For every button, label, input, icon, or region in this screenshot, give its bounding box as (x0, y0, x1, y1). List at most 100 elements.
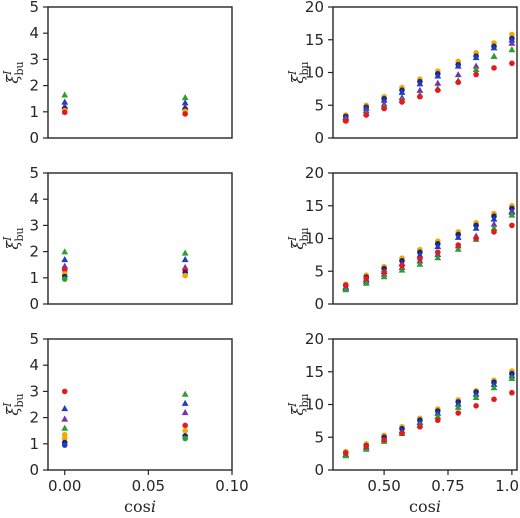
panel-top-left: 0 1 2 3 4 5 ξIbu (1, 0, 233, 147)
x-tick-label: 0.75 (431, 477, 464, 495)
axes-frame (332, 338, 518, 471)
data-point (362, 279, 370, 286)
data-point (491, 65, 497, 71)
data-point (182, 435, 188, 442)
data-point (61, 442, 68, 448)
x-tick-label: 0.10 (215, 477, 248, 495)
x-axis-label: cosi (409, 497, 441, 516)
data-point (491, 229, 497, 235)
data-point (342, 282, 349, 288)
data-point (490, 44, 498, 51)
data-point (454, 233, 462, 240)
y-tick-label: 4 (29, 356, 39, 374)
data-point (342, 450, 349, 456)
y-axis-label: ξIbu (1, 61, 26, 83)
data-point (472, 224, 480, 231)
y-tick-label: 5 (29, 164, 39, 182)
data-point (454, 62, 462, 69)
data-point (472, 54, 480, 61)
data-point (434, 249, 441, 256)
y-axis-label-sub: bu (13, 61, 26, 75)
y-tick-label: 15 (305, 197, 324, 215)
data-point (416, 251, 424, 258)
data-point (182, 422, 188, 429)
y-tick-label: 15 (305, 363, 324, 381)
data-point (61, 276, 68, 282)
data-point (472, 393, 480, 401)
data-point (490, 380, 498, 387)
data-point (490, 220, 498, 227)
y-axis-label-sup: I (1, 70, 14, 76)
data-point (417, 256, 423, 262)
y-tick-label: 10 (305, 230, 324, 248)
y-tick-label: 0 (314, 295, 324, 313)
data-point (473, 235, 479, 242)
y-axis-label-main: ξ (288, 406, 307, 416)
data-point (508, 374, 516, 382)
x-tick-label: 0.00 (48, 477, 81, 495)
x-axis-label-var: i (436, 497, 441, 516)
x-axis-label-main: cos (124, 497, 151, 516)
data-point (508, 39, 516, 46)
data-point (182, 111, 188, 117)
data-point (490, 215, 498, 222)
data-point (434, 87, 441, 93)
data-point (61, 424, 69, 431)
data-point (61, 248, 69, 255)
y-tick-label: 10 (305, 396, 324, 414)
y-tick-label: 1 (29, 103, 39, 121)
y-tick-label: 10 (305, 64, 324, 82)
y-axis-label: ξIbu (286, 393, 311, 415)
y-tick-label: 20 (305, 0, 324, 16)
data-point (509, 31, 515, 38)
data-point (509, 60, 515, 67)
y-axis-label-sup: I (286, 236, 299, 242)
y-tick-label: 1 (29, 435, 39, 453)
data-point (61, 256, 69, 263)
y-tick-label: 5 (29, 0, 39, 16)
y-tick-label: 5 (314, 96, 324, 114)
data-point (399, 262, 405, 269)
panel-top-right: 0 5 10 15 20 ξIbu (286, 0, 518, 147)
y-tick-label: 2 (29, 77, 39, 95)
data-point (434, 409, 442, 416)
y-tick-label: 0 (314, 461, 324, 479)
data-point (472, 62, 480, 69)
data-point (473, 403, 479, 409)
y-axis-label-main: ξ (3, 406, 22, 416)
panel-middle-right: 0 5 10 15 20 ξIbu (286, 164, 518, 313)
data-point (182, 427, 188, 434)
y-tick-label: 1 (29, 269, 39, 287)
y-axis-label-sup: I (1, 402, 14, 408)
data-point (181, 99, 189, 106)
y-tick-label: 4 (29, 190, 39, 208)
data-point (61, 262, 69, 269)
data-point (490, 384, 498, 391)
data-point (509, 389, 515, 396)
data-point (455, 79, 462, 86)
x-axis-label-var: i (151, 497, 156, 516)
data-point (434, 72, 442, 79)
data-point (491, 396, 497, 403)
y-tick-label: 2 (29, 243, 39, 261)
y-axis-label-main: ξ (3, 74, 22, 84)
y-tick-label: 15 (305, 31, 324, 49)
data-point (380, 273, 388, 280)
data-point (363, 112, 370, 118)
y-axis-label: ξIbu (286, 227, 311, 249)
y-axis-label-sub: bu (13, 393, 26, 407)
data-point (61, 415, 69, 422)
y-tick-label: 5 (29, 330, 39, 348)
data-point (490, 224, 498, 231)
data-point (417, 423, 423, 430)
x-axis-label: cosi (124, 497, 156, 516)
x-axis-label-main: cos (409, 497, 436, 516)
data-point (363, 443, 370, 450)
data-point (61, 109, 68, 116)
y-tick-label: 3 (29, 216, 39, 234)
data-point (181, 390, 189, 397)
panel-bottom-left: 0 1 2 3 4 5 0.00 0.05 0.10 ξIbu cosi (1, 330, 249, 516)
data-point (363, 275, 370, 282)
y-axis-label-sup: I (286, 70, 299, 76)
data-point (342, 118, 349, 124)
